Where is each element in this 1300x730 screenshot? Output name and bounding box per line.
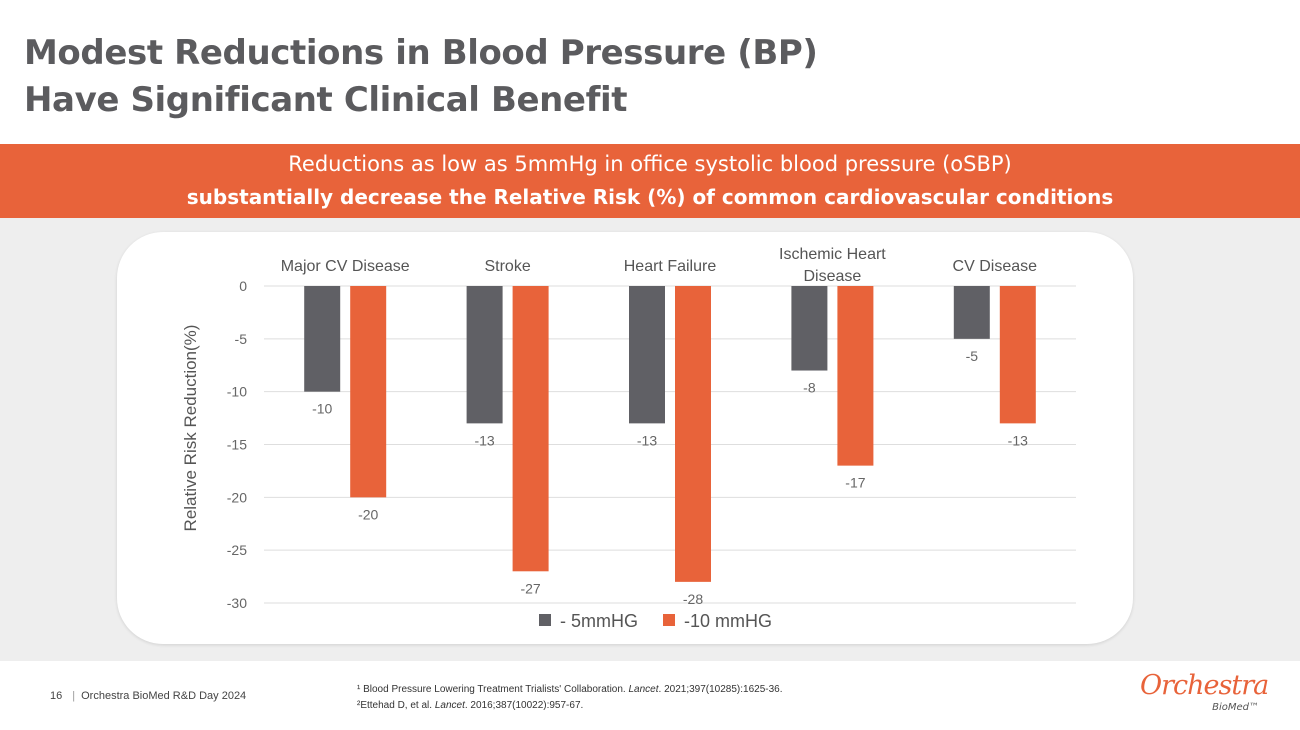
legend: - 5mmHG -10 mmHG	[539, 611, 772, 631]
bar	[953, 286, 990, 339]
data-label: -13	[1008, 432, 1028, 448]
category-label: Heart Failure	[624, 258, 717, 275]
bar	[999, 286, 1036, 424]
category-label: Ischemic Heart	[779, 246, 886, 263]
y-axis-label: Relative Risk Reduction(%)	[181, 325, 200, 532]
category-label: Disease	[803, 268, 861, 285]
highlight-banner: Reductions as low as 5mmHg in office sys…	[0, 144, 1300, 218]
y-axis-ticks: 0 -5 -10 -15 -20 -25 -30	[227, 278, 247, 611]
data-label: -20	[358, 506, 378, 522]
y-tick-label: -15	[227, 437, 247, 453]
y-tick-label: -25	[227, 542, 247, 558]
legend-swatch-10mmhg	[663, 614, 675, 626]
category-label: Major CV Disease	[281, 258, 410, 275]
references: ¹ Blood Pressure Lowering Treatment Tria…	[357, 682, 783, 714]
y-tick-label: 0	[239, 278, 247, 294]
data-label: -17	[845, 475, 865, 491]
logo-wordmark: Orchestra	[1140, 670, 1269, 701]
bar	[837, 286, 874, 466]
slide-title: Modest Reductions in Blood Pressure (BP)…	[24, 30, 818, 124]
bar	[350, 286, 387, 498]
y-tick-label: -20	[227, 489, 247, 505]
data-label: -27	[520, 580, 540, 596]
data-label: -5	[966, 348, 979, 364]
title-line-2: Have Significant Clinical Benefit	[24, 80, 628, 120]
data-label: -13	[637, 432, 657, 448]
bar	[512, 286, 549, 572]
legend-swatch-5mmhg	[539, 614, 551, 626]
category-label: CV Disease	[953, 258, 1038, 275]
y-tick-label: -10	[227, 384, 247, 400]
logo-subtext: BioMed™	[1212, 702, 1259, 713]
gridlines	[264, 285, 1076, 604]
y-tick-label: -30	[227, 595, 247, 611]
bar	[629, 286, 665, 424]
data-labels: -10 -20 -13 -27 -13 -28 -8 -17 -5 -13	[312, 348, 1028, 607]
title-line-1: Modest Reductions in Blood Pressure (BP)	[24, 33, 818, 73]
orchestra-biomed-logo: Orchestra BioMed™	[1140, 670, 1269, 716]
bar	[466, 286, 503, 424]
legend-label-10mmhg: -10 mmHG	[684, 611, 772, 631]
bar	[791, 286, 828, 371]
y-tick-label: -5	[235, 331, 248, 347]
footer-event-text: Orchestra BioMed R&D Day 2024	[81, 690, 247, 702]
banner-line-2: substantially decrease the Relative Risk…	[186, 185, 1114, 209]
banner-line-1: Reductions as low as 5mmHg in office sys…	[288, 152, 1012, 176]
reference-1: ¹ Blood Pressure Lowering Treatment Tria…	[357, 684, 783, 695]
data-label: -8	[803, 380, 816, 396]
data-label: -13	[474, 432, 494, 448]
category-label: Stroke	[484, 258, 530, 275]
data-label: -10	[312, 401, 332, 417]
category-labels: Major CV Disease Stroke Heart Failure Ische…	[281, 246, 1037, 285]
legend-label-5mmhg: - 5mmHG	[560, 611, 638, 631]
reference-2: ²Ettehad D, et al. Lancet. 2016;387(1002…	[357, 700, 584, 711]
data-label: -28	[683, 591, 703, 607]
page-number: 16	[50, 690, 63, 702]
bar	[304, 286, 341, 392]
footer: 16 | Orchestra BioMed R&D Day 2024	[50, 690, 247, 702]
bars	[304, 286, 1036, 582]
bar	[675, 286, 711, 582]
